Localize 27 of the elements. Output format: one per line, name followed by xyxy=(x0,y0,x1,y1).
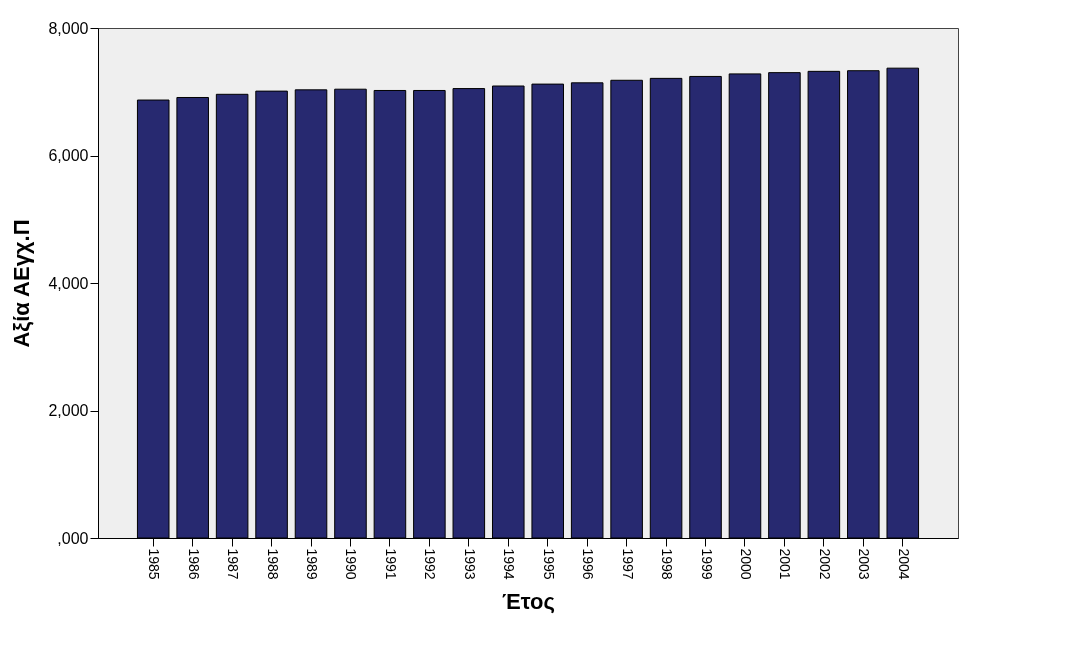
x-tick-label: 1999 xyxy=(698,548,715,580)
x-tick-label: 1991 xyxy=(382,548,399,580)
x-tick-label: 2000 xyxy=(737,548,754,580)
x-tick-label: 1998 xyxy=(659,548,676,580)
x-tick-label: 1997 xyxy=(619,548,636,580)
x-tick-label: 1996 xyxy=(580,548,597,580)
x-tick-label: 1986 xyxy=(185,548,202,580)
y-tick-label: 6,000 xyxy=(48,147,89,164)
x-tick-label: 1992 xyxy=(422,548,439,580)
x-tick-label: 2002 xyxy=(816,548,833,580)
x-tick-label: 2004 xyxy=(895,548,912,580)
x-axis-title: Έτος xyxy=(502,588,555,614)
y-tick-label: 2,000 xyxy=(48,402,89,419)
x-tick-label: 1994 xyxy=(501,548,518,580)
y-tick-label: 4,000 xyxy=(48,274,89,292)
x-tick-label: 1995 xyxy=(540,548,557,580)
x-tick-label: 1987 xyxy=(225,548,242,580)
x-tick-label: 2001 xyxy=(777,548,794,580)
x-tick-label: 1985 xyxy=(146,548,163,580)
y-tick-label: 8,000 xyxy=(48,19,89,37)
x-tick-label: 1990 xyxy=(343,548,360,580)
x-tick-label: 2003 xyxy=(856,548,873,580)
x-tick-label: 1993 xyxy=(461,548,478,580)
x-tick-label: 1989 xyxy=(304,548,321,580)
y-axis-title: Αξία ΑΕγχ.Π xyxy=(9,219,35,348)
x-tick-label: 1988 xyxy=(264,548,281,580)
y-tick-label: ,000 xyxy=(57,529,89,547)
